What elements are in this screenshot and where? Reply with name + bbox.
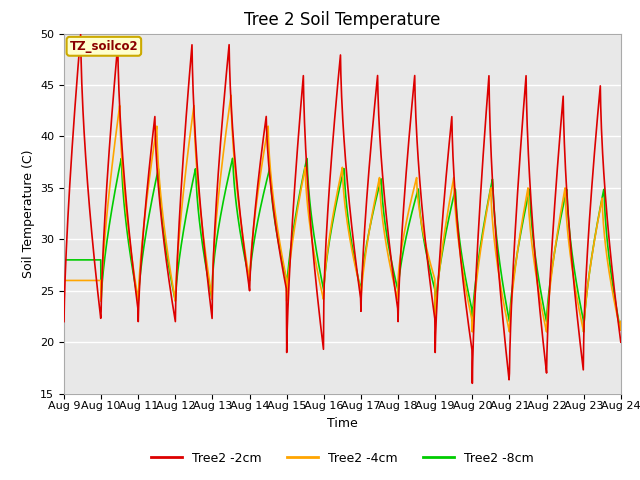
Text: TZ_soilco2: TZ_soilco2 xyxy=(70,40,138,53)
Tree2 -4cm xyxy=(520,207,528,213)
Line: Tree2 -8cm: Tree2 -8cm xyxy=(64,158,621,332)
Tree2 -2cm xyxy=(279,267,287,273)
Line: Tree2 -4cm: Tree2 -4cm xyxy=(64,96,621,332)
Tree2 -2cm xyxy=(568,260,576,266)
Tree2 -8cm xyxy=(228,156,236,161)
Y-axis label: Soil Temperature (C): Soil Temperature (C) xyxy=(22,149,35,278)
Tree2 -8cm xyxy=(279,261,287,267)
Title: Tree 2 Soil Temperature: Tree 2 Soil Temperature xyxy=(244,11,440,29)
Tree2 -4cm xyxy=(227,93,235,98)
X-axis label: Time: Time xyxy=(327,417,358,430)
Tree2 -8cm xyxy=(580,329,588,335)
Tree2 -4cm xyxy=(292,214,300,219)
Tree2 -8cm xyxy=(520,215,527,220)
Tree2 -2cm xyxy=(184,98,191,104)
Tree2 -8cm xyxy=(568,248,575,253)
Tree2 -4cm xyxy=(60,277,68,283)
Tree2 -8cm xyxy=(428,276,436,282)
Tree2 -8cm xyxy=(183,208,191,214)
Tree2 -2cm xyxy=(292,160,300,166)
Legend: Tree2 -2cm, Tree2 -4cm, Tree2 -8cm: Tree2 -2cm, Tree2 -4cm, Tree2 -8cm xyxy=(146,447,539,469)
Tree2 -4cm xyxy=(279,257,287,263)
Tree2 -4cm xyxy=(183,157,191,163)
Tree2 -4cm xyxy=(617,319,625,324)
Tree2 -8cm xyxy=(60,257,68,263)
Tree2 -4cm xyxy=(468,329,476,335)
Tree2 -2cm xyxy=(428,296,436,301)
Tree2 -8cm xyxy=(292,209,300,215)
Tree2 -2cm xyxy=(60,319,68,324)
Tree2 -2cm xyxy=(77,32,84,37)
Tree2 -4cm xyxy=(568,265,576,271)
Tree2 -8cm xyxy=(617,319,625,324)
Tree2 -4cm xyxy=(428,267,436,273)
Tree2 -2cm xyxy=(617,339,625,345)
Tree2 -2cm xyxy=(520,97,528,103)
Tree2 -2cm xyxy=(468,381,476,386)
Line: Tree2 -2cm: Tree2 -2cm xyxy=(64,35,621,384)
